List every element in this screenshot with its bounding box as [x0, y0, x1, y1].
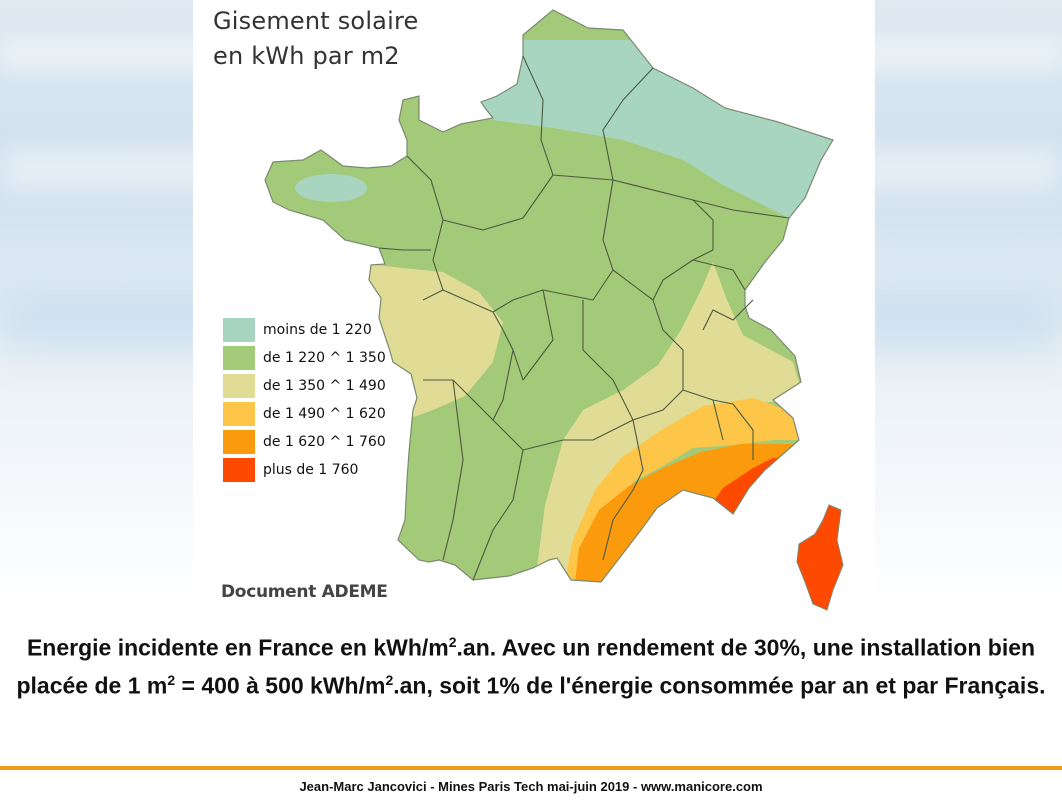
document-credit: Document ADEME	[221, 582, 388, 602]
legend-swatch	[223, 374, 255, 398]
corsica	[796, 504, 844, 611]
legend-row: de 1 220 ^ 1 350	[223, 344, 386, 372]
legend-swatch	[223, 318, 255, 342]
caption-sup1: 2	[448, 634, 457, 650]
caption-sup3: 2	[385, 671, 394, 688]
caption: Energie incidente en France en kWh/m2.an…	[0, 626, 1062, 701]
legend-label: de 1 490 ^ 1 620	[263, 406, 386, 422]
legend-swatch	[223, 346, 255, 370]
caption-part4: .an, soit 1% de l'énergie consommée par …	[393, 672, 1046, 699]
caption-part1: Energie incidente en France en kWh/m	[26, 634, 449, 661]
legend-row: plus de 1 760	[223, 456, 386, 484]
legend: moins de 1 220 de 1 220 ^ 1 350 de 1 350 ^…	[223, 316, 386, 484]
caption-part2: .an. Avec un rendement de 30%, une insta…	[16, 634, 1036, 699]
legend-label: de 1 220 ^ 1 350	[263, 350, 386, 366]
legend-row: de 1 620 ^ 1 760	[223, 428, 386, 456]
legend-row: de 1 350 ^ 1 490	[223, 372, 386, 400]
legend-swatch	[223, 402, 255, 426]
map-title-line1: Gisement solaire	[213, 7, 419, 35]
footer-divider	[0, 766, 1062, 770]
legend-swatch	[223, 430, 255, 454]
region-borders	[378, 55, 790, 581]
legend-label: de 1 350 ^ 1 490	[263, 378, 386, 394]
legend-label: de 1 620 ^ 1 760	[263, 434, 386, 450]
map-panel: Gisement solaire en kWh par m2 moins de …	[193, 0, 875, 620]
legend-label: plus de 1 760	[263, 462, 359, 478]
map-title-line2: en kWh par m2	[213, 42, 400, 70]
zone-brittany-cloudy	[295, 174, 367, 202]
legend-row: moins de 1 220	[223, 316, 386, 344]
france-outline	[264, 9, 834, 583]
legend-row: de 1 490 ^ 1 620	[223, 400, 386, 428]
caption-sup2: 2	[167, 671, 176, 688]
solar-map	[264, 9, 844, 611]
legend-label: moins de 1 220	[263, 322, 372, 338]
footer-credit: Jean-Marc Jancovici - Mines Paris Tech m…	[299, 779, 763, 794]
legend-swatch	[223, 458, 255, 482]
caption-part3: = 400 à 500 kWh/m	[175, 672, 386, 699]
